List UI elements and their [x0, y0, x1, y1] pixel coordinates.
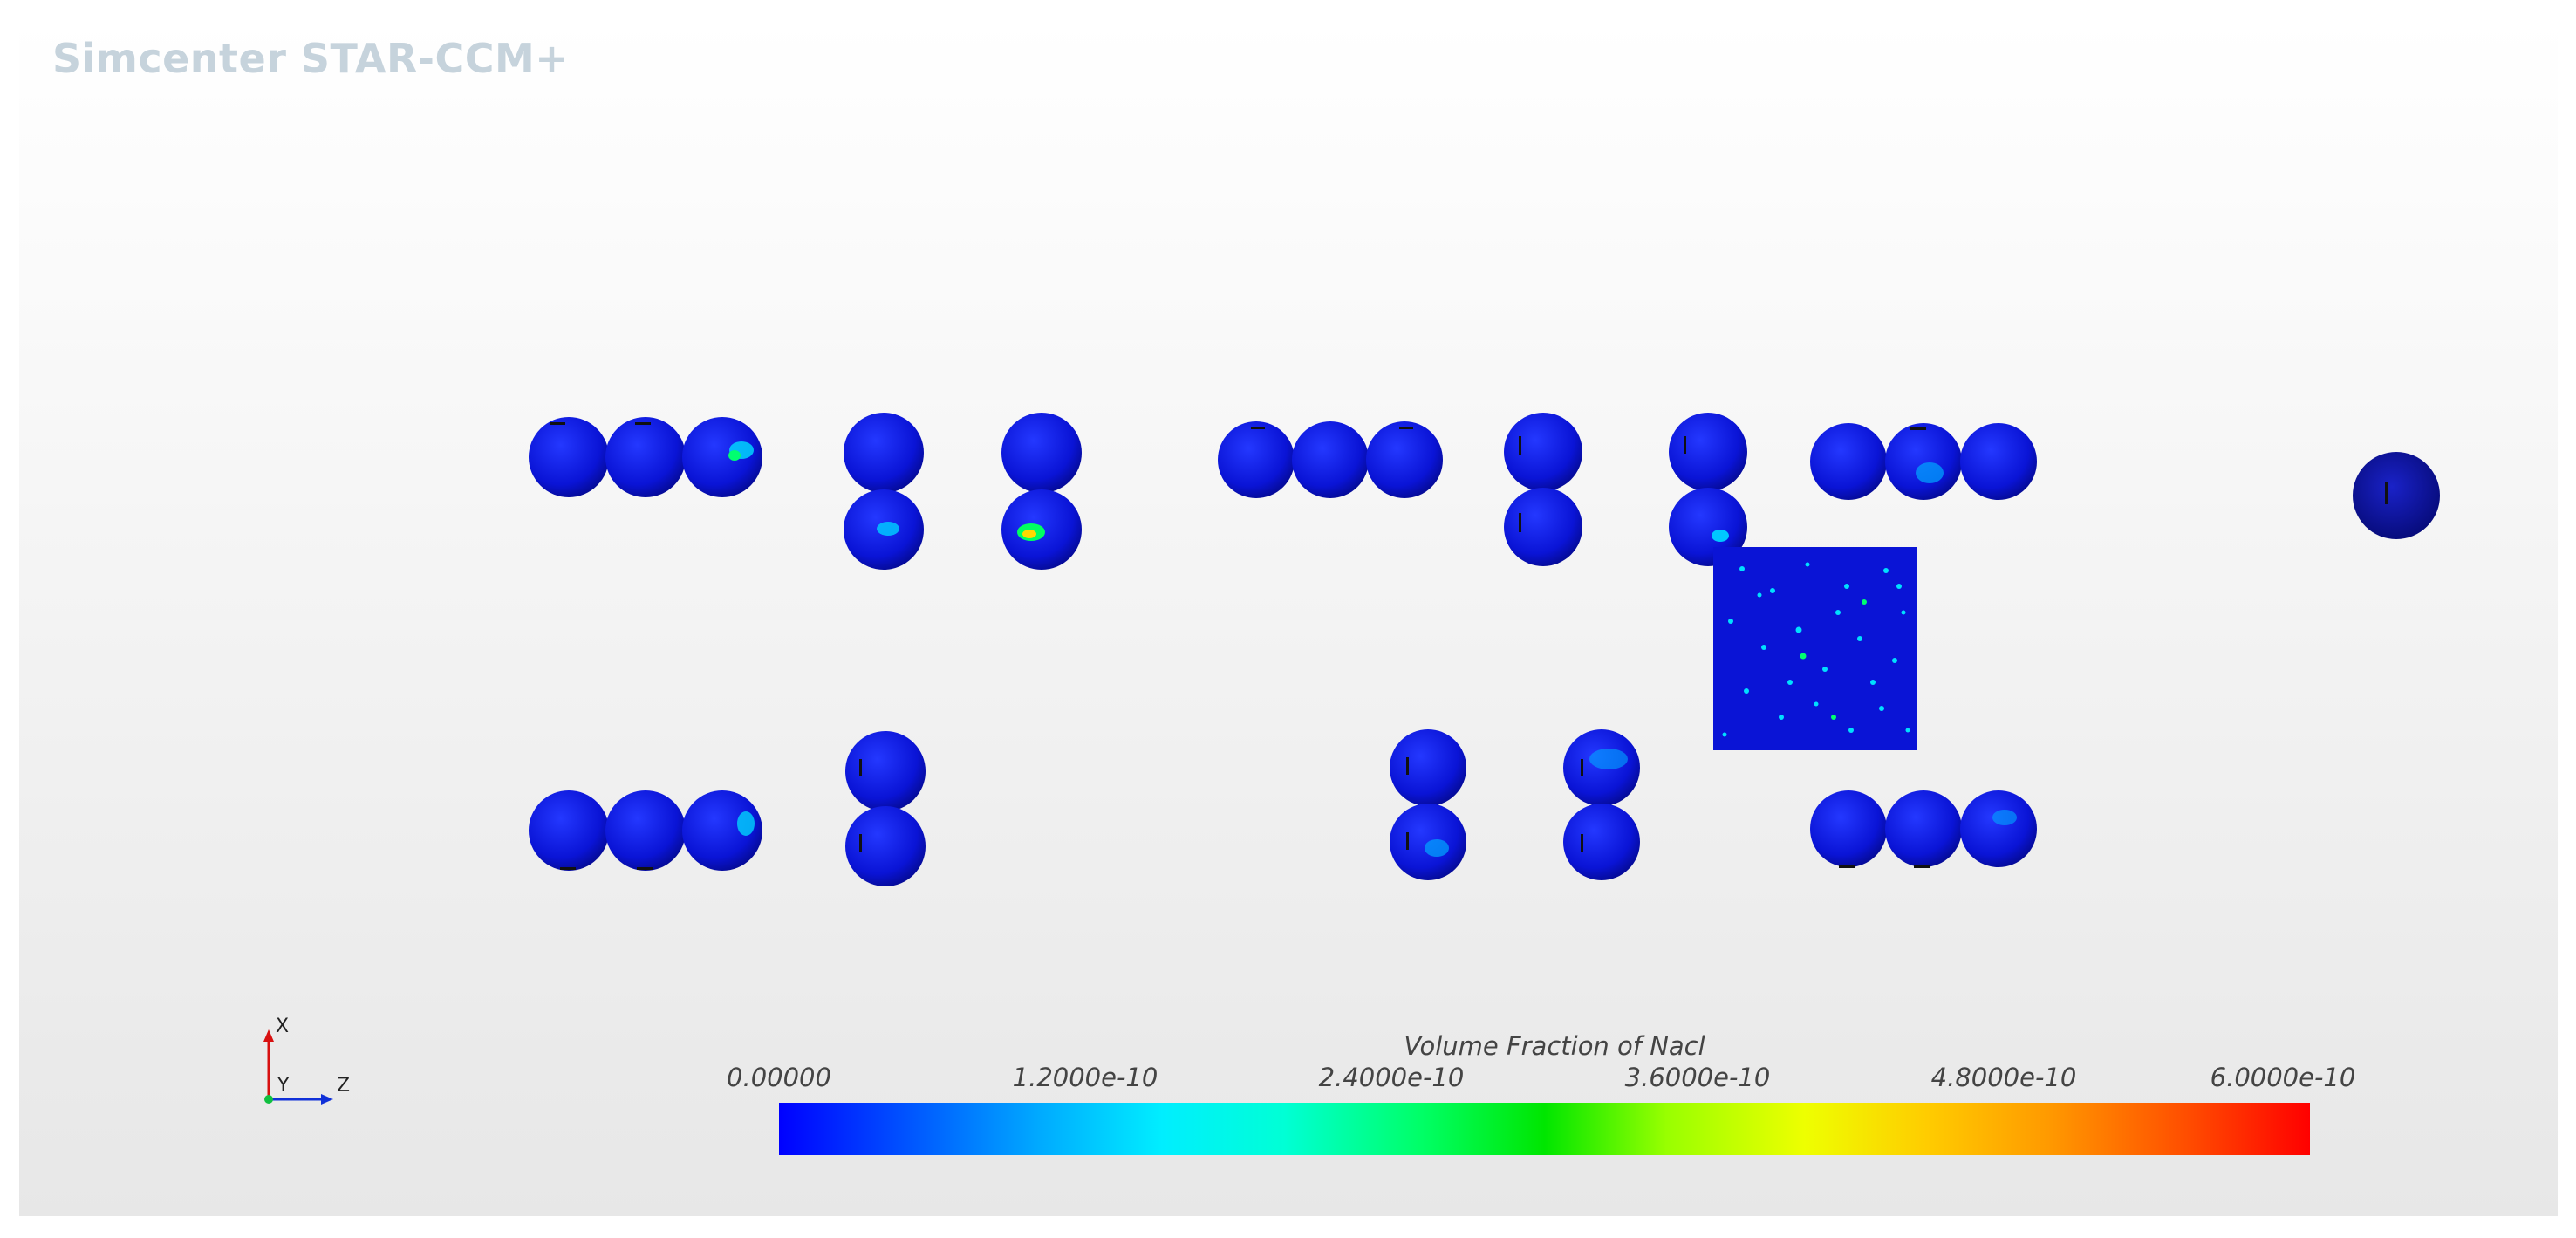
sphere [1960, 423, 2037, 500]
probe-marker [1519, 513, 1521, 532]
triad-arrows-icon [263, 1029, 333, 1105]
concentration-spot [877, 522, 899, 536]
sphere [1218, 421, 1295, 498]
probe-marker [1581, 834, 1583, 852]
probe-marker [1684, 436, 1686, 454]
probe-marker [859, 759, 862, 776]
sphere [1001, 413, 1082, 493]
sphere-group-top-7[interactable] [1810, 423, 2037, 500]
sphere [1669, 413, 1747, 491]
render-viewport[interactable]: Simcenter STAR-CCM+ [19, 19, 2558, 1216]
sphere [1563, 804, 1640, 880]
sphere [1810, 790, 1887, 867]
sphere-group-bottom-4[interactable] [1563, 729, 1640, 880]
sphere [1960, 790, 2037, 867]
sphere [1669, 488, 1747, 566]
sphere [1390, 804, 1466, 880]
sphere [529, 417, 609, 497]
concentration-spot [1425, 839, 1449, 857]
sphere [1390, 729, 1466, 806]
sphere [2353, 452, 2440, 539]
sphere-single-right[interactable] [2353, 452, 2440, 539]
triad-z-label: Z [337, 1075, 351, 1097]
concentration-spot [1022, 530, 1036, 538]
concentration-spot [728, 450, 741, 461]
sphere [1292, 421, 1369, 498]
sphere [845, 731, 926, 811]
triad-x-label: X [276, 1016, 290, 1037]
sphere-group-top-3[interactable] [1001, 413, 1082, 570]
probe-marker [1251, 427, 1265, 429]
sphere-group-top-2[interactable] [844, 413, 924, 570]
probe-marker [637, 867, 653, 870]
app-brand-watermark: Simcenter STAR-CCM+ [52, 35, 570, 82]
sphere [845, 806, 926, 886]
sphere-group-bottom-3[interactable] [1390, 729, 1466, 880]
probe-marker [1406, 832, 1409, 850]
probe-marker [2385, 482, 2388, 504]
axis-triad: X Y Z [246, 1014, 368, 1110]
legend-tick-label: 3.6000e-10 [1624, 1063, 1771, 1092]
sphere [529, 790, 609, 871]
probe-marker [1910, 427, 1926, 430]
probe-marker [859, 834, 862, 852]
sphere-group-top-1[interactable] [529, 417, 762, 497]
probe-marker [1399, 427, 1413, 429]
probe-marker [635, 422, 651, 425]
sphere-group-bottom-2[interactable] [845, 731, 926, 886]
probe-marker [1519, 436, 1521, 455]
sphere [1366, 421, 1443, 498]
concentration-spot [737, 811, 755, 836]
sphere [1885, 790, 1962, 867]
inlet-square-patch[interactable] [1713, 547, 1917, 750]
probe-marker [1581, 759, 1583, 776]
sphere [1810, 423, 1887, 500]
scene-geometry[interactable] [19, 19, 2558, 1216]
probe-marker [1914, 865, 1930, 868]
concentration-spot [1712, 530, 1729, 542]
triad-y-label: Y [277, 1075, 290, 1097]
probe-marker [1839, 865, 1855, 868]
sphere-group-bottom-5[interactable] [1810, 790, 2037, 868]
sphere [605, 417, 686, 497]
sphere [1504, 413, 1582, 491]
sphere-group-top-4[interactable] [1218, 421, 1443, 498]
sphere [1504, 488, 1582, 566]
concentration-spot [1589, 749, 1628, 769]
probe-marker [1406, 757, 1409, 775]
inlet-square [1713, 547, 1917, 750]
sphere-group-bottom-1[interactable] [529, 790, 762, 871]
legend-tick-label: 1.2000e-10 [1012, 1063, 1158, 1092]
sphere [682, 790, 762, 871]
probe-marker [550, 422, 565, 425]
legend-tick-label: 4.8000e-10 [1930, 1063, 2077, 1092]
concentration-spot [1916, 462, 1944, 483]
probe-marker [560, 867, 576, 870]
concentration-spot [1992, 810, 2017, 825]
legend-tick-label: 0.00000 [727, 1063, 831, 1092]
sphere-group-top-5[interactable] [1504, 413, 1582, 566]
sphere [605, 790, 686, 871]
legend-title: Volume Fraction of Nacl [1404, 1031, 1705, 1061]
sphere-group-top-6[interactable] [1669, 413, 1747, 566]
sphere [844, 413, 924, 493]
legend-tick-label: 6.0000e-10 [2210, 1063, 2356, 1092]
particle-dots-high [1800, 599, 1867, 720]
color-scale-bar[interactable] [779, 1103, 2310, 1155]
legend-tick-label: 2.4000e-10 [1318, 1063, 1465, 1092]
sphere [682, 417, 762, 497]
sphere [1885, 423, 1962, 500]
particle-dots [1722, 562, 1910, 737]
